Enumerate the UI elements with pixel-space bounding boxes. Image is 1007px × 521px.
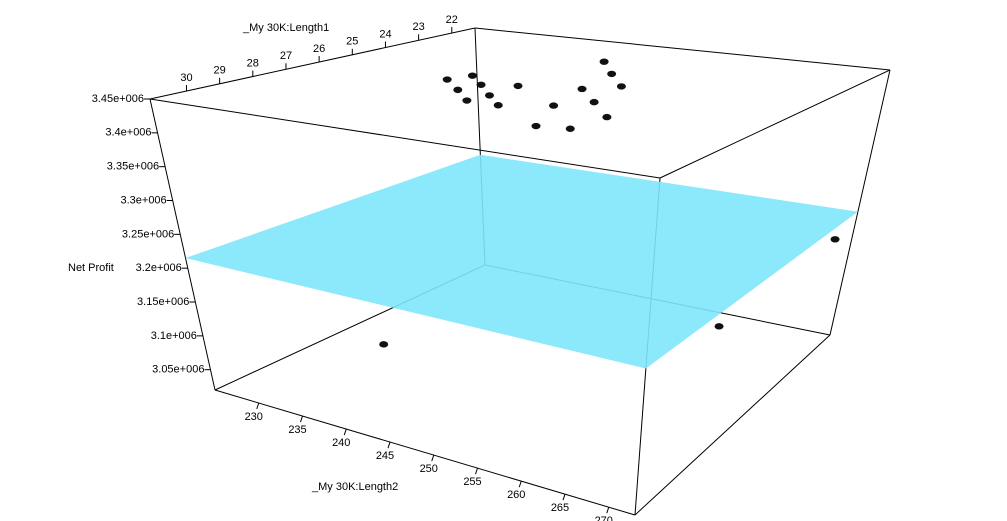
x-tick [343,428,347,436]
data-point [467,72,477,79]
x-tick [300,415,303,423]
data-point [830,236,840,243]
data-point [589,98,599,106]
y-tick-label: 27 [280,50,292,62]
data-point [549,102,559,109]
y-tick-label: 25 [346,36,358,48]
data-point [577,85,587,93]
data-point [531,122,541,130]
x-tick-label: 230 [245,411,263,423]
data-point [607,70,617,78]
z-tick-label: 3.1e+006 [151,330,197,342]
y-tick-label: 30 [180,72,192,84]
y-tick-label: 23 [412,21,424,33]
x-tick-label: 235 [288,424,306,436]
x-tick [518,480,522,488]
z-tick-label: 3.25e+006 [122,228,174,240]
z-tick-label: 3.3e+006 [120,194,166,206]
box-edge [829,69,891,336]
z-tick-label: 3.15e+006 [137,296,189,308]
box-edge [149,98,216,391]
data-point [442,76,452,83]
x-tick [606,507,610,514]
data-point [462,97,472,104]
data-point [599,58,609,65]
data-point [513,82,523,90]
x-axis-title: _My 30K:Length2 [311,481,398,493]
data-point [616,83,626,90]
z-tick-label: 3.2e+006 [136,262,182,274]
data-point [484,92,494,99]
z-tick-label: 3.35e+006 [107,161,159,173]
y-tick-label: 29 [214,65,226,77]
fit-surface [185,154,858,369]
box-edge [214,389,636,516]
x-tick-label: 260 [507,489,525,501]
y-tick-label: 22 [446,14,458,26]
z-tick-label: 3.4e+006 [105,127,151,139]
box-edge [149,98,661,179]
data-point [565,125,575,132]
z-tick-label: 3.45e+006 [92,93,144,105]
data-point [379,341,389,348]
data-point [476,81,486,88]
x-tick [562,494,566,501]
z-tick-label: 3.05e+006 [152,364,204,376]
x-tick-label: 240 [332,437,350,449]
data-point [714,323,724,330]
box-edge [474,27,891,71]
z-axis-title: Net Profit [68,262,114,274]
x-tick-label: 270 [595,515,613,521]
x-tick-label: 255 [463,476,481,488]
box-edge [659,69,891,179]
x-tick [431,454,435,462]
y-tick-label: 28 [247,57,259,69]
x-tick-label: 245 [376,450,394,462]
data-point [493,102,503,109]
x-tick [387,441,391,449]
x-tick [256,402,260,410]
box-edge [149,27,476,100]
y-axis-title: _My 30K:Length1 [242,22,329,34]
x-tick-label: 250 [420,463,438,475]
x-tick-label: 265 [551,502,569,514]
y-tick-label: 26 [313,43,325,55]
y-tick-label: 24 [379,28,391,40]
data-point [453,86,463,94]
x-tick [475,467,478,475]
data-point [602,113,612,121]
box-edge [634,334,831,516]
